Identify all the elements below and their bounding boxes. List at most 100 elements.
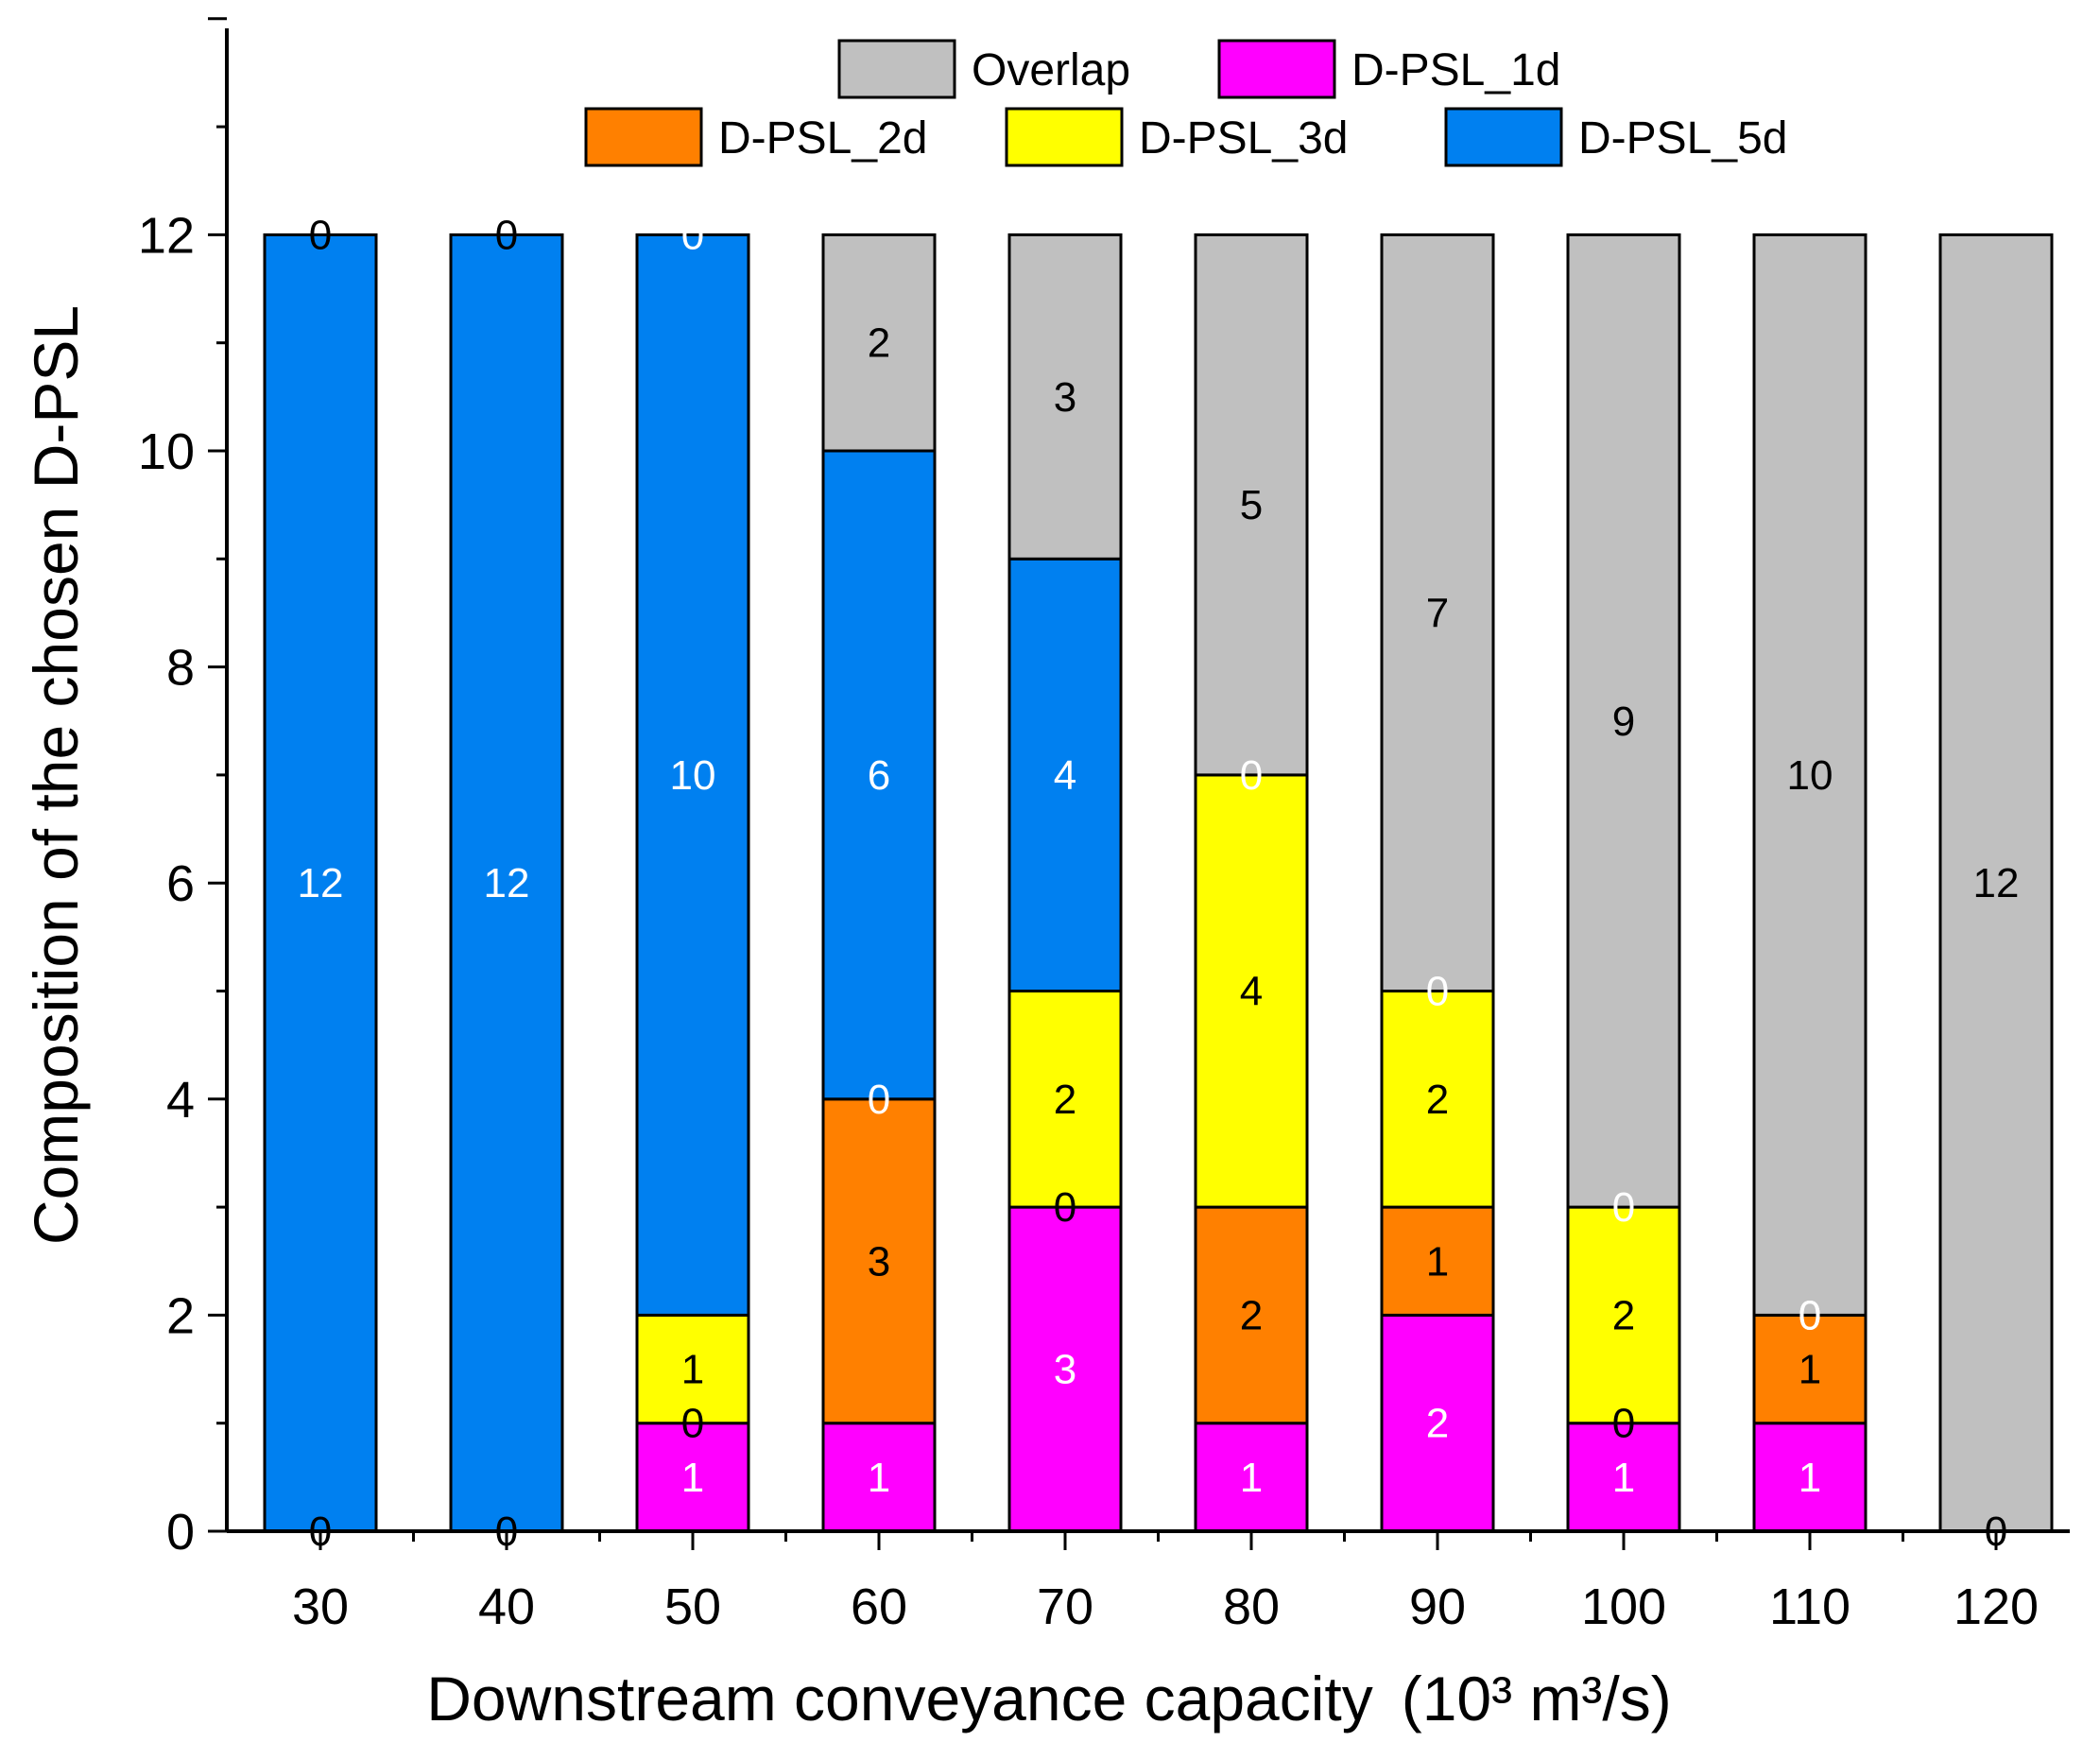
data-label-d-psl_2d-110: 1: [1799, 1347, 1821, 1393]
data-label-d-psl_1d-90: 2: [1426, 1401, 1449, 1447]
data-label-overlap-30: 0: [309, 212, 332, 258]
data-label-d-psl_3d-70: 2: [1054, 1077, 1076, 1123]
data-label-d-psl_2d-70: 0: [1054, 1184, 1076, 1231]
bar-segment-d-psl_2d-110: [1752, 1313, 1868, 1425]
legend-swatch-overlap: [837, 39, 956, 99]
data-label-d-psl_5d-50: 10: [670, 752, 716, 799]
bar-segment-d-psl_3d-70: [1007, 990, 1123, 1209]
legend-label-d-psl_5d: D-PSL_5d: [1578, 113, 1787, 164]
x-tick-label-100: 100: [1581, 1578, 1666, 1635]
data-label-overlap-70: 3: [1054, 374, 1076, 421]
x-tick-label-50: 50: [664, 1578, 721, 1635]
bar-group-50: [635, 233, 750, 1533]
data-label-overlap-50: 0: [681, 212, 704, 258]
y-tick-label-6: 6: [166, 855, 195, 912]
x-axis-title: Downstream conveyance capacity (10³ m³/s): [426, 1664, 1671, 1733]
bar-segment-d-psl_1d-70: [1007, 1205, 1123, 1533]
bar-segment-d-psl_3d-50: [635, 1313, 750, 1425]
data-label-d-psl_1d-80: 1: [1240, 1455, 1263, 1501]
x-tick-label-110: 110: [1769, 1578, 1850, 1635]
data-label-d-psl_5d-80: 0: [1240, 752, 1263, 799]
data-label-overlap-110: 10: [1787, 752, 1833, 799]
data-label-d-psl_5d-100: 0: [1612, 1184, 1635, 1231]
bar-segment-d-psl_3d-80: [1194, 773, 1309, 1209]
bar-segment-overlap-80: [1194, 233, 1309, 777]
bar-group-40: [449, 233, 564, 1533]
legend-swatch-d-psl_3d: [1005, 107, 1124, 167]
data-label-d-psl_5d-110: 0: [1799, 1292, 1821, 1338]
bar-group-60: [821, 233, 937, 1533]
x-tick-label-60: 60: [851, 1578, 907, 1635]
data-label-d-psl_5d-90: 0: [1426, 969, 1449, 1015]
legend-label-overlap: Overlap: [972, 45, 1130, 95]
bar-segment-d-psl_2d-80: [1194, 1205, 1309, 1425]
bar-segment-overlap-110: [1752, 233, 1868, 1317]
data-label-d-psl_2d-50: 0: [681, 1401, 704, 1447]
x-tick-label-120: 120: [1954, 1578, 2039, 1635]
x-tick-label-80: 80: [1223, 1578, 1280, 1635]
y-tick-label-4: 4: [166, 1072, 195, 1129]
bar-segment-d-psl_1d-90: [1380, 1313, 1495, 1533]
data-label-d-psl_2d-90: 1: [1426, 1238, 1449, 1285]
data-label-d-psl_1d-70: 3: [1054, 1347, 1076, 1393]
bar-segment-d-psl_2d-90: [1380, 1205, 1495, 1317]
x-tick-label-30: 30: [292, 1578, 349, 1635]
bar-group-100: [1566, 233, 1681, 1533]
y-tick-label-2: 2: [166, 1287, 195, 1344]
y-tick-label-12: 12: [138, 207, 195, 264]
bar-group-120: [1938, 233, 2054, 1533]
data-label-d-psl_3d-100: 2: [1612, 1292, 1635, 1338]
legend: Overlap D-PSL_1d D-PSL_2d D-PSL_3d D-PSL_5d: [584, 39, 1787, 167]
legend-item-overlap: Overlap: [837, 39, 1130, 99]
bar-group-90: [1380, 233, 1495, 1533]
bar-segment-d-psl_1d-60: [821, 1422, 937, 1533]
y-tick-label-0: 0: [166, 1504, 195, 1561]
y-axis-title: Composition of the chosen D-PSL: [21, 305, 91, 1245]
bar-segment-d-psl_3d-100: [1566, 1205, 1681, 1425]
data-label-d-psl_3d-50: 1: [681, 1347, 704, 1393]
bar-group-80: [1194, 233, 1309, 1533]
data-label-overlap-120: 12: [1973, 860, 2020, 906]
bar-segment-d-psl_2d-60: [821, 1097, 937, 1425]
bar-segment-d-psl_5d-30: [263, 233, 378, 1533]
legend-item-d-psl_5d: D-PSL_5d: [1444, 107, 1787, 167]
data-label-d-psl_1d-50: 1: [681, 1455, 704, 1501]
data-label-d-psl_3d-90: 2: [1426, 1077, 1449, 1123]
legend-item-d-psl_3d: D-PSL_3d: [1005, 107, 1348, 167]
bar-group-110: [1752, 233, 1868, 1533]
y-tick-label-10: 10: [138, 423, 195, 480]
data-label-d-psl_2d-60: 3: [868, 1238, 890, 1285]
bar-segment-d-psl_3d-90: [1380, 990, 1495, 1209]
bar-segment-overlap-70: [1007, 233, 1123, 561]
data-label-d-psl_1d-100: 1: [1612, 1455, 1635, 1501]
bar-segment-overlap-90: [1380, 233, 1495, 992]
data-label-overlap-60: 2: [868, 320, 890, 367]
bar-group-30: [263, 233, 378, 1533]
data-label-d-psl_2d-100: 0: [1612, 1401, 1635, 1447]
x-axis-title-text: Downstream conveyance capacity: [426, 1664, 1372, 1733]
data-label-overlap-90: 7: [1426, 590, 1449, 636]
data-label-d-psl_5d-30: 12: [298, 860, 344, 906]
legend-label-d-psl_1d: D-PSL_1d: [1351, 45, 1560, 95]
bar-segment-d-psl_5d-50: [635, 233, 750, 1317]
legend-swatch-d-psl_1d: [1217, 39, 1336, 99]
data-label-d-psl_3d-80: 4: [1240, 969, 1263, 1015]
y-tick-label-8: 8: [166, 640, 195, 697]
data-label-d-psl_1d-60: 1: [868, 1455, 890, 1501]
bar-marks: 0120012010110013062302431240521207102091…: [263, 212, 2054, 1555]
legend-label-d-psl_2d: D-PSL_2d: [718, 113, 927, 164]
data-label-d-psl_1d-110: 1: [1799, 1455, 1821, 1501]
data-label-d-psl_5d-40: 12: [484, 860, 530, 906]
data-label-overlap-80: 5: [1240, 482, 1263, 528]
data-label-d-psl_5d-70: 4: [1054, 752, 1076, 799]
bar-segment-d-psl_5d-40: [449, 233, 564, 1533]
legend-swatch-d-psl_2d: [584, 107, 703, 167]
data-label-d-psl_2d-80: 2: [1240, 1292, 1263, 1338]
bar-segment-d-psl_5d-60: [821, 449, 937, 1101]
bar-segment-d-psl_5d-70: [1007, 557, 1123, 992]
bar-segment-overlap-100: [1566, 233, 1681, 1209]
data-label-overlap-100: 9: [1612, 699, 1635, 745]
data-label-d-psl_3d-60: 0: [868, 1077, 890, 1123]
